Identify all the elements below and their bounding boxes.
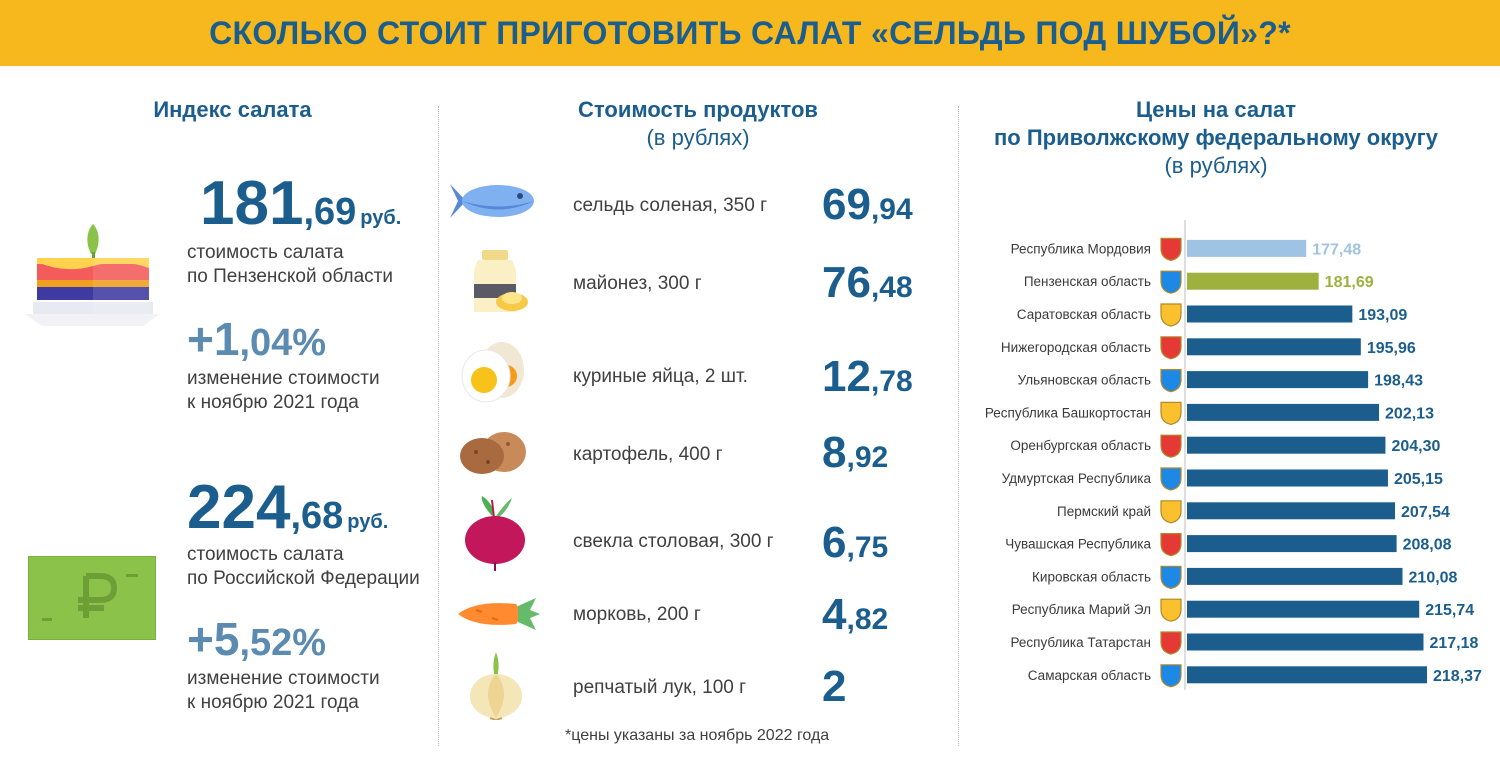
russia-cost-label: стоимость салата по Российской Федерации: [187, 544, 420, 589]
product-price-potato: 8,92: [822, 428, 889, 477]
penza-change-label: изменение стоимости к ноябрю 2021 года: [187, 368, 380, 413]
data-label: 205,15: [1394, 471, 1443, 488]
coat-of-arms-icon: [1160, 533, 1182, 557]
ruble-banknote-icon: [28, 556, 156, 640]
penza-cost-label: стоимость салата по Пензенской области: [187, 242, 393, 287]
data-label: 177,48: [1312, 241, 1361, 258]
bar: [1187, 567, 1403, 585]
product-price-beet: 6,75: [822, 518, 889, 567]
coat-of-arms-icon: [1160, 401, 1182, 426]
category-label: Оренбургская область: [1010, 438, 1151, 453]
bar: [1187, 403, 1380, 421]
data-label: 181,69: [1325, 274, 1374, 291]
category-label: Республика Башкортостан: [985, 405, 1151, 420]
category-label: Республика Татарстан: [1010, 635, 1151, 650]
product-price-mayonnaise: 76,48: [822, 258, 913, 307]
data-label: 218,37: [1433, 668, 1482, 685]
data-label: 202,13: [1385, 405, 1434, 422]
bar: [1187, 305, 1353, 323]
coat-of-arms-icon: [1160, 664, 1182, 688]
product-name-mayonnaise: майонез, 300 г: [573, 273, 702, 294]
bar: [1187, 666, 1427, 684]
coat-of-arms-icon: [1160, 598, 1182, 622]
data-label: 208,08: [1403, 537, 1452, 554]
column-divider-right: [958, 106, 959, 746]
bar: [1187, 502, 1396, 520]
coat-of-arms-icon: [1160, 303, 1182, 327]
category-label: Удмуртская Республика: [1002, 471, 1152, 486]
bar: [1187, 436, 1386, 454]
column-divider-left: [438, 106, 439, 746]
penza-salad-cost: 181,69 руб.: [200, 169, 402, 238]
coat-of-arms-icon: [1160, 336, 1182, 360]
bar: [1187, 239, 1307, 257]
coat-of-arms-icon: [1160, 237, 1182, 262]
product-price-herring: 69,94: [822, 180, 913, 229]
bar: [1187, 633, 1424, 651]
mayonnaise-icon: [474, 250, 528, 312]
header-banner: СКОЛЬКО СТОИТ ПРИГОТОВИТЬ САЛАТ «СЕЛЬДЬ …: [0, 0, 1500, 66]
product-name-carrot: морковь, 200 г: [573, 604, 701, 625]
bar: [1187, 469, 1388, 487]
page-title: СКОЛЬКО СТОИТ ПРИГОТОВИТЬ САЛАТ «СЕЛЬДЬ …: [209, 14, 1291, 51]
index-title: Индекс салата: [153, 97, 312, 122]
bar: [1187, 535, 1397, 553]
data-label: 195,96: [1367, 340, 1416, 357]
category-label: Ульяновская область: [1018, 373, 1151, 388]
product-price-carrot: 4,82: [822, 590, 889, 639]
footnote: *цены указаны за ноябрь 2022 года: [565, 727, 830, 744]
data-label: 198,43: [1374, 373, 1423, 390]
coat-of-arms-icon: [1160, 631, 1182, 655]
russia-change-label: изменение стоимости к ноябрю 2021 года: [187, 668, 380, 713]
data-label: 215,74: [1425, 602, 1474, 619]
coat-of-arms-icon: [1160, 467, 1182, 491]
penza-cost-change: +1,04%: [187, 313, 327, 365]
coat-of-arms-icon: [1160, 270, 1182, 294]
bar: [1187, 272, 1319, 290]
product-name-herring: сельдь соленая, 350 г: [573, 195, 768, 216]
category-label: Пермский край: [1057, 504, 1151, 519]
coat-of-arms-icon: [1160, 369, 1182, 393]
data-label: 193,09: [1358, 307, 1407, 324]
coat-of-arms-icon: [1160, 500, 1182, 524]
category-label: Пензенская область: [1024, 274, 1151, 289]
coat-of-arms-icon: [1160, 434, 1182, 458]
carrot-icon: [458, 598, 540, 630]
chart-title: Цены на салат по Приволжскому федерально…: [993, 97, 1439, 178]
category-label: Саратовская область: [1017, 307, 1151, 322]
russia-salad-cost: 224,68 руб.: [187, 473, 389, 542]
product-price-eggs: 12,78: [822, 352, 913, 401]
category-label: Чувашская Республика: [1005, 537, 1151, 552]
product-price-onion: 2: [822, 662, 847, 711]
fish-icon: [450, 184, 534, 218]
product-name-potato: картофель, 400 г: [573, 444, 723, 465]
data-label: 210,08: [1409, 569, 1458, 586]
category-label: Самарская область: [1028, 668, 1151, 683]
category-label: Нижегородская область: [1001, 340, 1151, 355]
data-label: 217,18: [1429, 635, 1478, 652]
bar: [1187, 600, 1420, 618]
bar: [1187, 371, 1369, 389]
data-label: 204,30: [1391, 438, 1440, 455]
egg-icon: [461, 342, 524, 403]
category-label: Кировская область: [1032, 569, 1151, 584]
product-name-beet: свекла столовая, 300 г: [573, 531, 774, 552]
product-name-eggs: куриные яйца, 2 шт.: [573, 366, 748, 387]
category-label: Республика Мордовия: [1011, 241, 1151, 256]
potato-icon: [460, 432, 526, 474]
data-label: 207,54: [1401, 504, 1450, 521]
coat-of-arms-icon: [1160, 565, 1182, 590]
onion-icon: [470, 652, 522, 720]
russia-cost-change: +5,52%: [187, 613, 327, 665]
region-price-chart: Республика Мордовия 177,48 Пензенская обла…: [985, 220, 1482, 690]
product-name-onion: репчатый лук, 100 г: [573, 677, 747, 698]
category-label: Республика Марий Эл: [1012, 602, 1151, 617]
bar: [1187, 338, 1361, 356]
cake-icon: [25, 224, 160, 326]
beet-icon: [465, 496, 525, 571]
products-title: Стоимость продуктов (в рублях): [578, 97, 818, 150]
